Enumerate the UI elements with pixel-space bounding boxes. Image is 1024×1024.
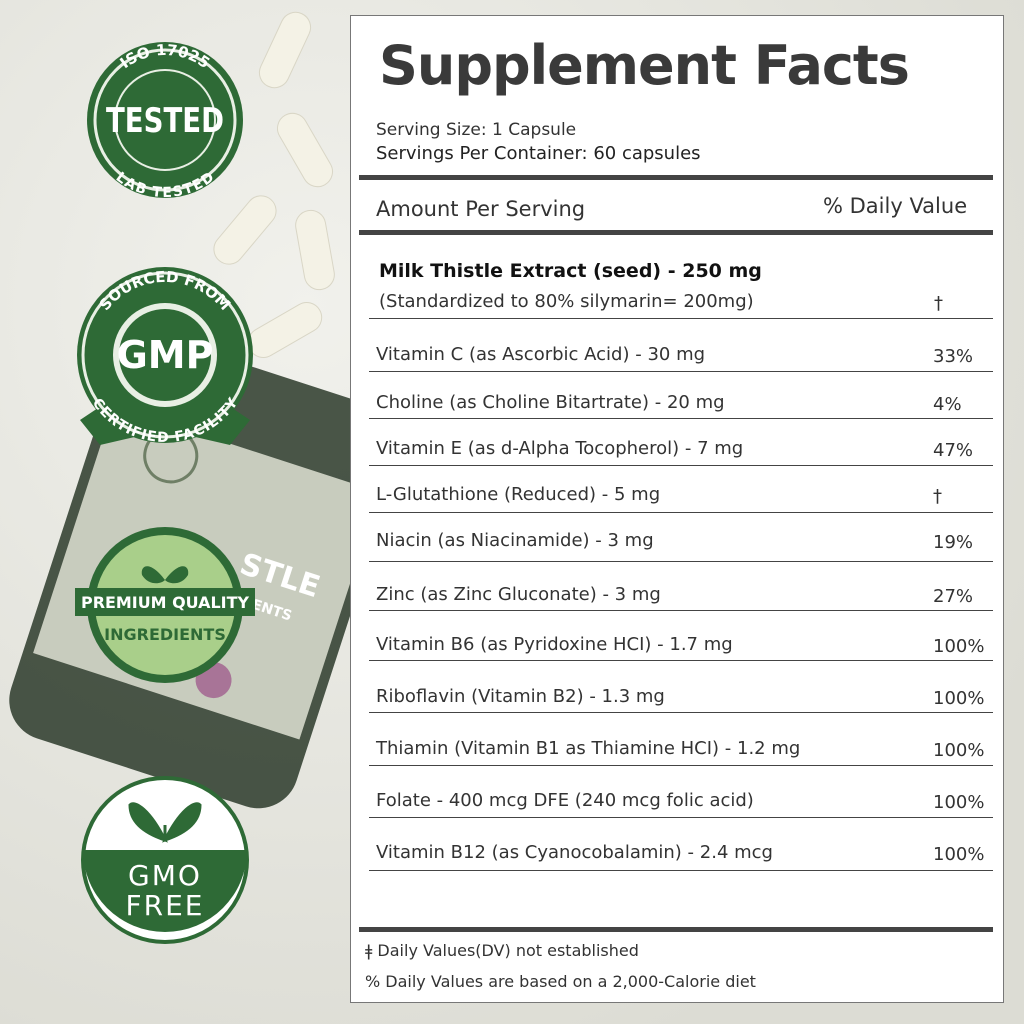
rule xyxy=(369,870,993,871)
rule xyxy=(369,610,993,611)
badge-gmp: SOURCED FROM GMP CERTIFIED FACILITY xyxy=(77,267,253,446)
badge-line: INGREDIENTS xyxy=(104,625,226,644)
daily-value: 100% xyxy=(933,688,985,709)
daily-value: 100% xyxy=(933,636,985,657)
ingredient: Choline (as Choline Bitartrate) - 20 mg xyxy=(376,392,725,413)
rule xyxy=(369,660,993,661)
ingredient: Thiamin (Vitamin B1 as Thiamine HCI) - 1… xyxy=(376,738,801,759)
daily-value: 47% xyxy=(933,440,974,461)
main-dv: † xyxy=(934,293,943,314)
rule xyxy=(369,318,993,319)
badge-line: GMO xyxy=(128,859,202,892)
main-ingredient: Milk Thistle Extract (seed) - 250 mg xyxy=(379,260,762,282)
serving-size: Serving Size: 1 Capsule xyxy=(376,120,577,140)
daily-value: 100% xyxy=(933,844,985,865)
ingredient: Riboflavin (Vitamin B2) - 1.3 mg xyxy=(376,686,665,707)
badge-premium: PREMIUM QUALITY INGREDIENTS xyxy=(75,527,255,683)
rule xyxy=(369,817,993,818)
daily-value: 100% xyxy=(933,792,985,813)
badge-gmo-free: GMO FREE xyxy=(81,776,249,944)
amount-header: Amount Per Serving xyxy=(376,197,586,221)
rule xyxy=(359,175,993,180)
badge-line: FREE xyxy=(126,889,205,922)
supplement-facts-panel: Supplement Facts Serving Size: 1 Capsule… xyxy=(350,15,1004,1003)
ingredient: Vitamin C (as Ascorbic Acid) - 30 mg xyxy=(376,344,706,365)
rule xyxy=(369,512,993,513)
footnote: ǂ Daily Values(DV) not established xyxy=(365,941,639,960)
badge-tested: ISO 17025 TESTED LAB TESTED xyxy=(87,41,243,201)
ingredient: L-Glutathione (Reduced) - 5 mg xyxy=(376,484,661,505)
ingredient: Folate - 400 mcg DFE (240 mcg folic acid… xyxy=(376,790,754,811)
panel-title: Supplement Facts xyxy=(379,34,910,97)
daily-value: † xyxy=(933,486,942,507)
rule xyxy=(369,371,993,372)
main-note: (Standardized to 80% silymarin= 200mg) xyxy=(379,291,754,312)
rule xyxy=(369,561,993,562)
rule xyxy=(369,465,993,466)
dv-header: % Daily Value xyxy=(823,194,968,218)
footnote: % Daily Values are based on a 2,000-Calo… xyxy=(365,972,756,991)
rule xyxy=(369,712,993,713)
rule xyxy=(359,230,993,235)
daily-value: 19% xyxy=(933,532,974,553)
rule xyxy=(369,418,993,419)
daily-value: 27% xyxy=(933,586,974,607)
capsules xyxy=(213,11,335,358)
ingredient: Vitamin B6 (as Pyridoxine HCI) - 1.7 mg xyxy=(376,634,733,655)
ingredient: Niacin (as Niacinamide) - 3 mg xyxy=(376,530,654,551)
rule xyxy=(369,765,993,766)
badge-center-text: GMP xyxy=(117,333,214,377)
daily-value: 4% xyxy=(933,394,962,415)
daily-value: 33% xyxy=(933,346,974,367)
daily-value: 100% xyxy=(933,740,985,761)
badge-line: PREMIUM QUALITY xyxy=(81,593,249,612)
ingredient: Vitamin E (as d-Alpha Tocopherol) - 7 mg xyxy=(376,438,744,459)
servings-per-container: Servings Per Container: 60 capsules xyxy=(376,143,701,164)
rule xyxy=(359,927,993,932)
ingredient: Vitamin B12 (as Cyanocobalamin) - 2.4 mc… xyxy=(376,842,773,863)
ingredient: Zinc (as Zinc Gluconate) - 3 mg xyxy=(376,584,661,605)
badge-center-text: TESTED xyxy=(106,101,224,141)
